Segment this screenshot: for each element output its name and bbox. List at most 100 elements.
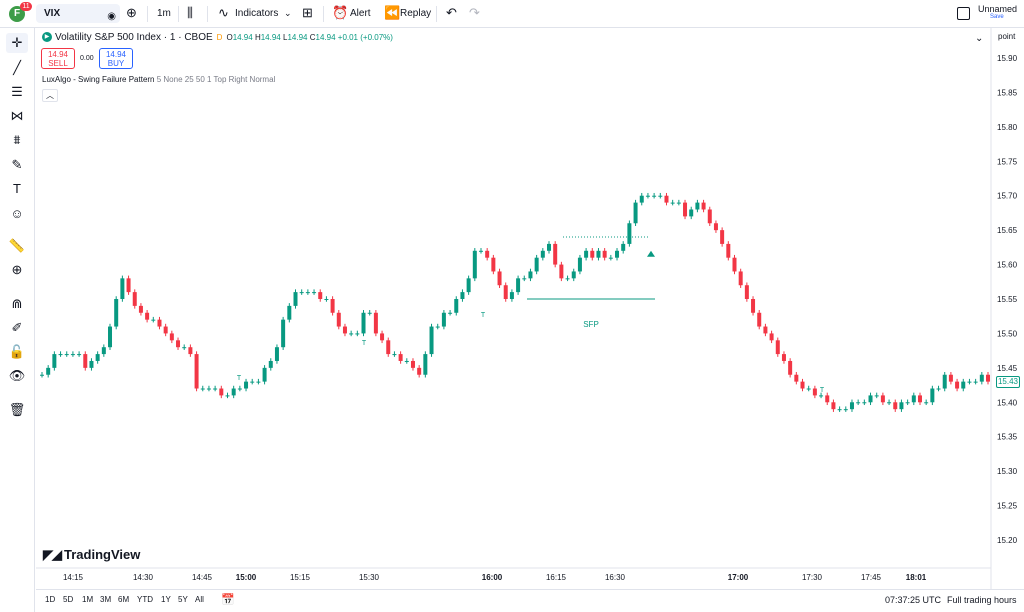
candle-body [961, 381, 966, 389]
chart-more-icon[interactable]: ⌄ [975, 33, 983, 44]
candle-body [46, 367, 51, 375]
price-tick-label: 15.45 [997, 364, 1018, 373]
candle-body [157, 319, 162, 327]
tradingview-logo[interactable]: ◤◢ TradingView [43, 547, 140, 563]
candle-body [800, 381, 805, 389]
save-checkbox-icon[interactable] [957, 7, 970, 20]
session-button[interactable]: Full trading hours [947, 595, 1017, 605]
lock-drawing-icon[interactable]: ✐ [11, 320, 23, 335]
candle-body [324, 299, 329, 300]
indicators-icon[interactable]: ∿ [218, 5, 229, 20]
candle-body [639, 195, 644, 203]
candle-body [342, 326, 347, 334]
price-axis: 15.90 15.85 15.80 15.75 15.70 15.65 15.60 15.55… [997, 54, 1018, 545]
indicator-params: 5 None 25 50 1 Top Right Normal [156, 75, 276, 84]
candle-body [806, 388, 811, 390]
session-marker: D [216, 33, 223, 42]
trendline-icon[interactable]: ╱ [13, 60, 21, 75]
buy-button[interactable]: 14.94 BUY [99, 48, 133, 69]
symbol-title[interactable]: Volatility S&P 500 Index · 1 · CBOE [55, 32, 213, 43]
sfp-arrow-marker [647, 250, 655, 257]
undo-icon[interactable]: ↶ [446, 5, 457, 20]
layouts-grid-icon[interactable]: ⊞ [302, 5, 313, 20]
price-tick-label: 15.65 [997, 226, 1018, 235]
trash-icon[interactable]: 🗑 [8, 402, 26, 417]
top-toolbar: F 11 VIX ◉ ⊕ 1m ⫼ ∿ Indicators ⌄ ⊞ ⏰ Ale… [0, 0, 1024, 28]
text-icon[interactable]: T [13, 181, 21, 196]
forecast-icon[interactable]: ⩩ [13, 132, 21, 147]
price-tick-label: 15.30 [997, 467, 1018, 476]
ruler-icon[interactable]: 📏 [8, 238, 26, 253]
candle-body [516, 278, 521, 293]
redo-icon[interactable]: ↷ [469, 5, 480, 20]
candle-body [676, 202, 681, 204]
sell-price: 14.94 [47, 50, 69, 59]
range-3m-button[interactable]: 3M [100, 595, 112, 604]
symbol-search-input[interactable]: VIX ◉ [36, 4, 120, 23]
candle-body [979, 374, 984, 382]
candle-body [138, 305, 143, 313]
chevron-down-icon[interactable]: ⌄ [284, 8, 292, 18]
candle-body [466, 278, 471, 293]
replay-button[interactable]: Replay [400, 8, 432, 19]
interval-button[interactable]: 1m [157, 8, 171, 19]
candle-body [429, 326, 434, 355]
candle-body [497, 271, 502, 286]
emoji-icon[interactable]: ☺ [10, 206, 24, 221]
candle-body [720, 230, 725, 244]
indicators-button[interactable]: Indicators [235, 8, 279, 19]
visibility-eye-icon[interactable]: 👁 [8, 368, 26, 383]
fib-retracement-icon[interactable]: ☰ [11, 84, 23, 99]
utc-clock[interactable]: 07:37:25 UTC [885, 595, 942, 605]
symbol-label: VIX [44, 8, 61, 19]
layout-name[interactable]: Unnamed [978, 4, 1018, 14]
pattern-icon[interactable]: ⋈ [10, 108, 24, 123]
chevron-up-icon[interactable]: ︿ [42, 89, 58, 102]
candle-body [602, 250, 607, 258]
time-tick-label: 17:30 [802, 573, 823, 582]
calendar-icon[interactable]: 📅 [221, 594, 235, 606]
marker-t-label: T [362, 340, 367, 347]
candle-body [819, 395, 824, 397]
range-1y-button[interactable]: 1Y [161, 595, 171, 604]
zoom-in-icon[interactable]: ⊕ [11, 262, 23, 277]
candle-body [52, 354, 57, 368]
indicator-legend[interactable]: LuxAlgo - Swing Failure Pattern 5 None 2… [42, 75, 275, 84]
layout-save-status[interactable]: Save [990, 14, 1004, 20]
range-1m-button[interactable]: 1M [82, 595, 94, 604]
candle-body [837, 409, 842, 411]
candle-body [571, 271, 576, 279]
alert-clock-icon[interactable]: ⏰ [332, 5, 349, 20]
eye-icon[interactable]: ◉ [107, 11, 116, 22]
price-tick-label: 15.25 [997, 502, 1018, 511]
candle-body [225, 395, 230, 397]
range-ytd-button[interactable]: YTD [137, 595, 153, 604]
compare-add-icon[interactable]: ⊕ [126, 5, 137, 20]
sell-button[interactable]: 14.94 SELL [41, 48, 75, 69]
candle-body [615, 250, 620, 258]
candles-chart-type-icon[interactable]: ⫼ [187, 5, 193, 20]
candle-body [973, 381, 978, 383]
range-6m-button[interactable]: 6M [118, 595, 130, 604]
candle-body [213, 388, 218, 390]
range-1d-button[interactable]: 1D [45, 595, 56, 604]
replay-icon[interactable]: ⏪ [384, 5, 401, 20]
brush-icon[interactable]: ✎ [11, 157, 23, 172]
candle-body [967, 381, 972, 383]
lock-icon[interactable]: 🔓 [8, 344, 26, 359]
alert-button[interactable]: Alert [350, 8, 371, 19]
range-5y-button[interactable]: 5Y [178, 595, 188, 604]
candle-body [794, 374, 799, 382]
range-5d-button[interactable]: 5D [63, 595, 74, 604]
candle-body [942, 374, 947, 389]
time-tick-label: 15:00 [236, 573, 257, 582]
range-all-button[interactable]: All [195, 595, 204, 604]
candle-body [744, 285, 749, 299]
magnet-icon[interactable]: ⋒ [11, 296, 23, 311]
candle-body [219, 388, 224, 396]
ohlc-values: O14.94 H14.94 L14.94 C14.94 +0.01 (+0.07… [226, 33, 393, 42]
candle-body [349, 333, 354, 335]
indicator-name: LuxAlgo - Swing Failure Pattern [42, 75, 155, 84]
crosshair-icon[interactable]: ✛ [6, 33, 28, 53]
